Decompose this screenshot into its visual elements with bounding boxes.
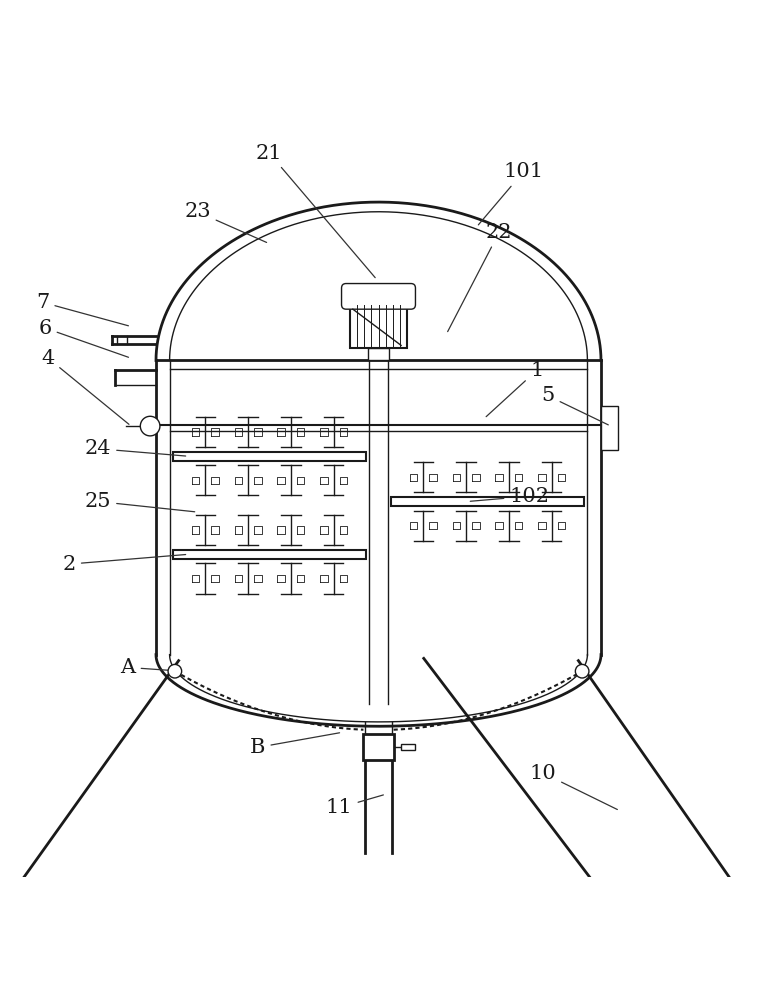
Text: 24: 24 (85, 439, 185, 458)
Text: 1: 1 (486, 361, 544, 417)
Bar (173, 452, 366, 461)
Bar (391, 497, 584, 506)
FancyBboxPatch shape (341, 284, 416, 309)
Bar (363, 734, 394, 760)
Circle shape (140, 416, 160, 436)
Bar (350, 305, 407, 348)
Text: 25: 25 (85, 492, 195, 512)
Text: B: B (250, 733, 340, 757)
Text: A: A (120, 658, 168, 677)
Text: 21: 21 (256, 144, 375, 278)
Text: 101: 101 (478, 162, 544, 225)
Text: 102: 102 (470, 487, 550, 506)
Text: 6: 6 (39, 319, 129, 357)
Bar (601, 406, 618, 450)
Text: 4: 4 (42, 349, 129, 424)
Text: 23: 23 (184, 202, 266, 242)
Text: 2: 2 (63, 555, 185, 574)
Bar (368, 348, 389, 360)
Bar (401, 744, 415, 750)
Text: 11: 11 (326, 795, 383, 817)
Circle shape (575, 664, 589, 678)
Text: 5: 5 (541, 386, 609, 425)
Circle shape (168, 664, 182, 678)
Text: 22: 22 (447, 223, 512, 332)
Text: 10: 10 (530, 764, 618, 810)
Bar (173, 550, 366, 559)
Text: 7: 7 (36, 293, 129, 326)
